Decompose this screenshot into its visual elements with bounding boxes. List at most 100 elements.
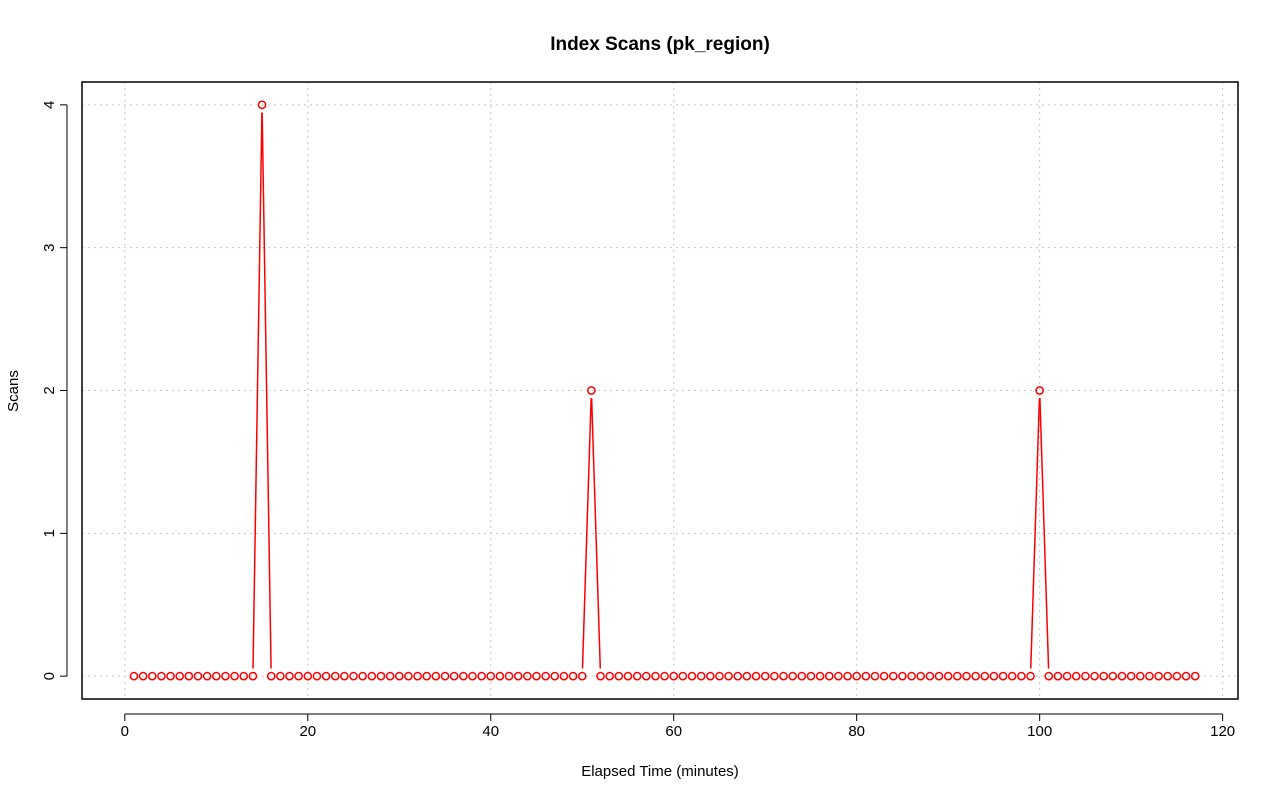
data-point xyxy=(1126,671,1136,681)
data-point xyxy=(1081,671,1090,681)
x-tick-label: 80 xyxy=(848,723,865,740)
data-point xyxy=(422,671,432,681)
data-point xyxy=(888,671,898,681)
data-point xyxy=(687,671,697,681)
data-point xyxy=(614,671,624,681)
y-axis-label: Scans xyxy=(5,370,22,412)
x-tick-label: 40 xyxy=(482,723,499,740)
data-point xyxy=(861,671,871,681)
data-point xyxy=(221,671,230,681)
data-point xyxy=(815,671,825,681)
data-point xyxy=(568,671,578,681)
data-point xyxy=(879,671,889,681)
data-point xyxy=(147,671,157,681)
data-point xyxy=(1099,671,1109,681)
plot-frame xyxy=(81,81,1239,700)
data-point xyxy=(1172,671,1182,681)
data-point xyxy=(898,671,907,681)
x-axis-label: Elapsed Time (minutes) xyxy=(581,763,739,780)
data-point xyxy=(1071,671,1081,681)
data-point xyxy=(193,671,203,681)
data-point xyxy=(468,671,477,681)
y-tick-label: 2 xyxy=(41,386,58,394)
data-point xyxy=(266,671,276,681)
data-point xyxy=(559,671,569,681)
data-point xyxy=(184,671,194,681)
data-point xyxy=(962,671,971,681)
data-point xyxy=(980,671,990,681)
data-point xyxy=(294,671,303,681)
data-point xyxy=(632,671,642,681)
y-tick-label: 0 xyxy=(41,672,58,680)
data-point xyxy=(577,671,587,681)
series-line-segment xyxy=(581,398,592,669)
y-tick-label: 4 xyxy=(41,101,58,109)
data-point xyxy=(1062,671,1072,681)
data-point xyxy=(404,671,413,681)
data-point xyxy=(166,671,175,681)
data-point xyxy=(641,671,651,681)
series-line-segment xyxy=(1030,398,1041,669)
data-point xyxy=(587,386,596,395)
series-line-segment xyxy=(590,398,602,669)
chart-title: Index Scans (pk_region) xyxy=(550,34,770,55)
data-point xyxy=(230,671,239,681)
data-point xyxy=(971,671,980,681)
data-point xyxy=(797,671,807,681)
data-point xyxy=(943,671,953,681)
data-point xyxy=(157,671,166,681)
data-point xyxy=(486,671,496,681)
data-point xyxy=(394,671,404,681)
x-tick-label: 120 xyxy=(1210,723,1235,740)
data-point xyxy=(1154,671,1163,681)
data-point xyxy=(788,671,798,681)
data-point xyxy=(248,671,258,681)
x-tick-label: 20 xyxy=(299,723,316,740)
data-point xyxy=(541,671,550,681)
data-point xyxy=(522,671,532,681)
data-point xyxy=(340,671,349,681)
data-point xyxy=(733,671,743,681)
series-scans xyxy=(129,100,1200,681)
data-point xyxy=(330,671,340,681)
data-point xyxy=(870,671,880,681)
data-point xyxy=(1007,671,1017,681)
data-point xyxy=(321,671,331,681)
data-point xyxy=(376,671,386,681)
data-point xyxy=(916,671,926,681)
data-point xyxy=(1017,671,1026,681)
data-point xyxy=(285,671,294,681)
data-point xyxy=(385,671,395,681)
data-point xyxy=(440,671,450,681)
data-point xyxy=(202,671,212,681)
data-point xyxy=(303,671,313,681)
data-point xyxy=(834,671,843,681)
data-point xyxy=(1053,671,1063,681)
series-line-segment xyxy=(261,112,272,669)
data-point xyxy=(1117,671,1127,681)
data-point xyxy=(257,100,267,110)
data-point xyxy=(1135,671,1145,681)
data-point xyxy=(312,671,322,681)
x-tick-label: 100 xyxy=(1027,723,1052,740)
data-point xyxy=(550,671,560,681)
data-point xyxy=(129,671,139,681)
data-point xyxy=(1190,671,1200,681)
data-point xyxy=(431,671,441,681)
data-point xyxy=(952,671,962,681)
data-point xyxy=(477,671,486,681)
data-point xyxy=(660,671,669,681)
y-tick-label: 3 xyxy=(41,244,58,252)
data-point xyxy=(925,671,935,681)
data-point xyxy=(1163,671,1173,681)
data-point xyxy=(513,671,523,681)
data-point xyxy=(843,671,852,681)
data-point xyxy=(239,671,249,681)
data-point xyxy=(449,671,459,681)
data-point xyxy=(1044,671,1054,681)
data-point xyxy=(705,671,715,681)
data-point xyxy=(1090,671,1099,681)
data-point xyxy=(779,671,788,681)
data-point xyxy=(989,671,999,681)
